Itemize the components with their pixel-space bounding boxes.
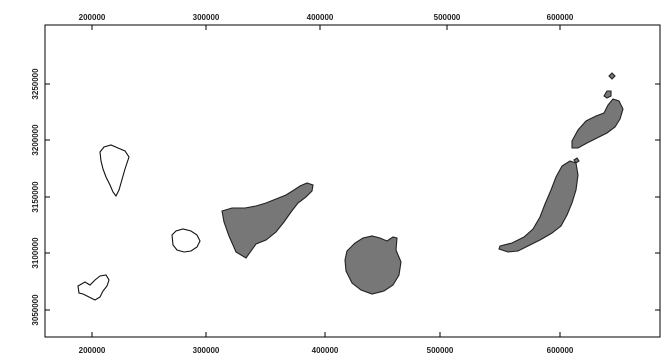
x-tick-label-bottom: 600000 (547, 346, 574, 355)
x-tick-label-bottom: 500000 (427, 346, 454, 355)
island-lanzarote (571, 98, 624, 149)
y-tick-label: 3050000 (31, 294, 40, 326)
x-tick-label-bottom: 400000 (312, 346, 339, 355)
y-tick-label: 3150000 (31, 181, 40, 213)
x-tick-label-top: 500000 (434, 13, 461, 22)
x-tick-label-bottom: 200000 (79, 346, 106, 355)
islet-alegranza (608, 72, 616, 80)
islet-lobos (573, 157, 580, 164)
x-tick-label-top: 400000 (307, 13, 334, 22)
island-la-gomera (171, 228, 201, 253)
island-la-palma (99, 144, 130, 198)
island-gran-canaria (344, 235, 402, 295)
y-tick-label: 3100000 (31, 237, 40, 269)
x-tick-label-top: 200000 (79, 13, 106, 22)
island-fuerteventura (498, 160, 579, 253)
island-el-hierro (77, 274, 110, 301)
y-tick-label: 3200000 (31, 124, 40, 156)
x-tick-label-top: 300000 (193, 13, 220, 22)
x-tick-label-bottom: 300000 (193, 346, 220, 355)
y-tick-label: 3250000 (31, 68, 40, 100)
x-tick-label-top: 600000 (547, 13, 574, 22)
island-tenerife (221, 182, 314, 259)
islet-la-graciosa (603, 90, 612, 99)
